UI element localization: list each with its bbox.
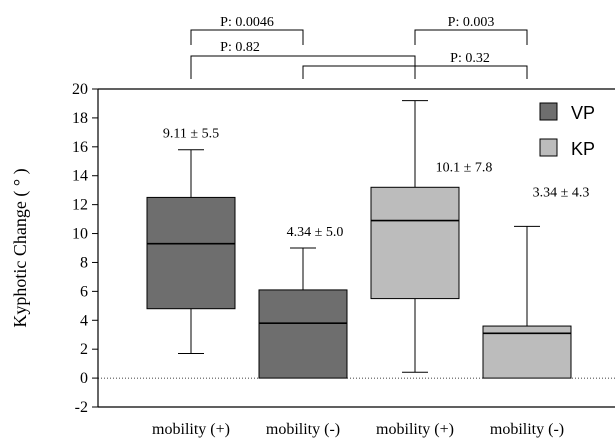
box-annotation: 4.34 ± 5.0 [287, 225, 344, 240]
y-tick-label: 8 [80, 254, 88, 271]
significance-brackets: P: 0.0046 P: 0.003 P: 0.82 P: 0.32 [190, 15, 528, 79]
comparison-p-value: P: 0.32 [450, 51, 490, 66]
box-annotations: 9.11 ± 5.5 4.34 ± 5.0 10.1 ± 7.8 3.34 ± 4.3 [163, 127, 589, 240]
box-kp [370, 186, 460, 300]
y-tick-label: 2 [80, 341, 88, 358]
y-axis: -2 0 2 4 6 8 10 12 14 16 18 20 [72, 81, 615, 416]
x-category-label: mobility (-) [490, 421, 564, 438]
comparison-p-value: P: 0.82 [220, 40, 260, 55]
x-category-label: mobility (+) [152, 421, 230, 438]
comparison-p-value: P: 0.0046 [220, 15, 274, 30]
legend-label-kp: KP [571, 139, 595, 159]
comparison-bracket [190, 29, 304, 45]
x-axis-labels: mobility (+) mobility (-) mobility (+) mobi… [152, 421, 564, 438]
legend-label-vp: VP [571, 103, 595, 123]
legend-swatch-vp [539, 102, 558, 121]
box-kp [482, 325, 572, 379]
box-vp [146, 196, 236, 310]
y-tick-label: 18 [72, 110, 88, 127]
y-tick-label: 0 [80, 370, 88, 387]
y-tick-label: -2 [75, 399, 88, 416]
legend: VP KP [539, 102, 595, 159]
box-vp [258, 289, 348, 379]
boxes [146, 100, 572, 379]
y-tick-label: 4 [80, 312, 88, 329]
x-category-label: mobility (-) [266, 421, 340, 438]
y-tick-label: 10 [72, 226, 88, 243]
y-tick-label: 20 [72, 81, 88, 98]
y-tick-label: 16 [72, 139, 88, 156]
comparison-bracket [302, 65, 528, 79]
comparison-bracket [190, 55, 416, 79]
box-annotation: 10.1 ± 7.8 [436, 160, 493, 175]
comparison-bracket [414, 29, 528, 45]
comparison-p-value: P: 0.003 [448, 15, 495, 30]
box-annotation: 3.34 ± 4.3 [533, 185, 590, 200]
legend-swatch-kp [539, 138, 558, 157]
y-axis-label: Kyphotic Change ( ° ) [10, 168, 31, 327]
y-tick-label: 14 [72, 168, 88, 185]
y-tick-label: 6 [80, 283, 88, 300]
y-tick-label: 12 [72, 197, 88, 214]
box-annotation: 9.11 ± 5.5 [163, 127, 219, 142]
x-category-label: mobility (+) [376, 421, 454, 438]
